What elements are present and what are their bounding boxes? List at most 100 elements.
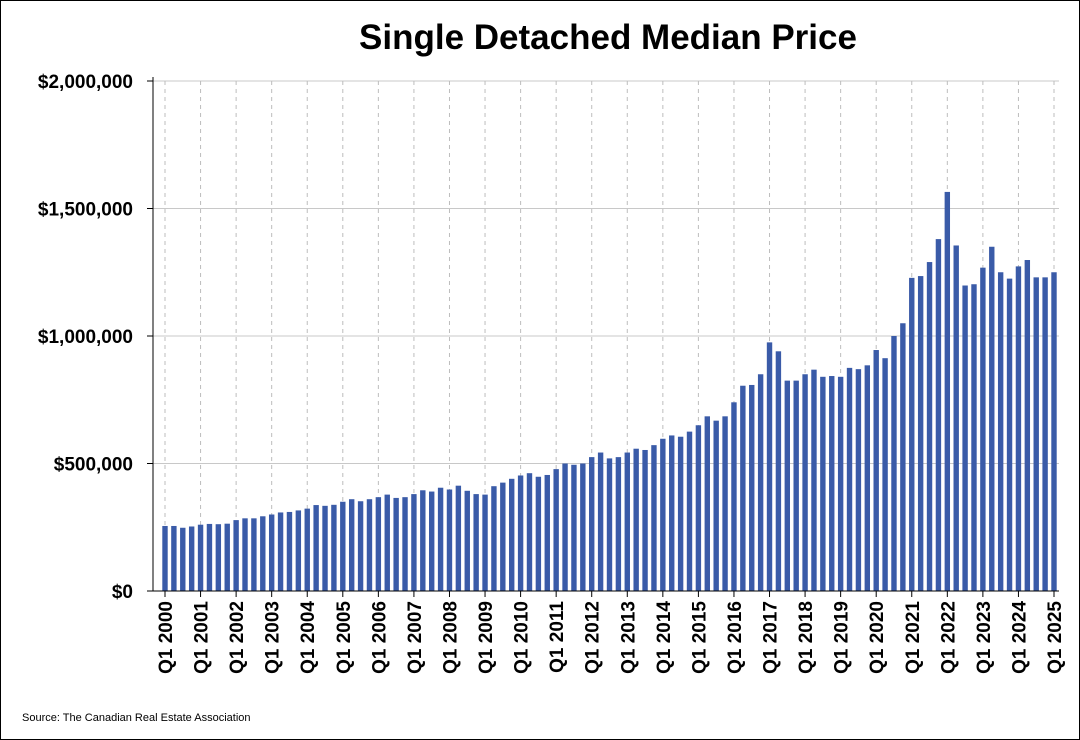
bar <box>171 525 177 591</box>
y-tick-labels: $0 $500,000 $1,000,000 $1,500,000 $2,000,000 <box>38 72 133 603</box>
x-tick-label: Q1 2013 <box>618 601 639 674</box>
bar <box>473 494 479 591</box>
bar <box>206 523 213 591</box>
bar <box>295 510 302 591</box>
bar <box>260 516 266 591</box>
bar <box>1006 278 1013 591</box>
bar <box>873 350 879 591</box>
bar <box>304 508 310 591</box>
bar <box>882 358 888 591</box>
bar <box>544 474 550 591</box>
bar <box>224 523 230 591</box>
x-tick-labels: Q1 2000 Q1 2001 Q1 2002 Q1 2003 Q1 2004 Q1 20… <box>156 601 1066 674</box>
bar <box>322 505 328 591</box>
bar <box>749 384 755 591</box>
bar <box>597 452 604 591</box>
chart-title: Single Detached Median Price <box>359 18 857 57</box>
bar <box>722 416 728 591</box>
bar <box>909 277 915 591</box>
bar <box>1051 272 1057 591</box>
bar <box>615 457 622 591</box>
bar <box>677 436 684 591</box>
bar <box>660 438 666 591</box>
x-tick-label: Q1 2003 <box>263 601 284 674</box>
bar <box>980 267 986 591</box>
bar <box>793 380 799 591</box>
bar <box>731 402 737 591</box>
bar <box>935 239 942 591</box>
source-note: Source: The Canadian Real Estate Associa… <box>22 712 251 724</box>
x-tick-label: Q1 2020 <box>867 601 888 674</box>
bar <box>491 486 497 591</box>
bar <box>402 497 408 591</box>
x-tick-label: Q1 2011 <box>547 601 568 673</box>
bar <box>482 494 488 591</box>
bar <box>188 526 195 591</box>
bar <box>900 323 906 591</box>
bar <box>500 482 506 591</box>
bar <box>180 527 186 591</box>
y-tick-label: $500,000 <box>54 455 133 476</box>
bar <box>695 425 702 591</box>
x-tick-label: Q1 2008 <box>440 601 461 674</box>
bar <box>313 505 319 591</box>
bar <box>571 464 577 591</box>
x-tick-label: Q1 2001 <box>192 601 213 674</box>
bar <box>268 514 275 591</box>
bar <box>242 518 248 591</box>
bar <box>348 499 355 591</box>
bar <box>642 449 648 591</box>
bar <box>891 336 897 591</box>
bar <box>784 380 790 591</box>
bar <box>802 374 808 591</box>
bar <box>686 431 693 591</box>
bar <box>251 518 257 591</box>
bar <box>286 511 293 591</box>
bar <box>375 497 382 591</box>
x-tick-label: Q1 2016 <box>725 601 746 674</box>
x-tick-label: Q1 2009 <box>476 601 497 674</box>
axis-layer <box>147 77 1059 597</box>
x-tick-label: Q1 2014 <box>654 601 675 674</box>
bar <box>580 463 586 591</box>
bar <box>384 494 390 591</box>
bar <box>1024 260 1031 591</box>
y-tick-label: $1,000,000 <box>38 327 133 348</box>
bar <box>944 191 951 592</box>
bar <box>606 458 613 591</box>
bar <box>340 501 346 591</box>
bar <box>437 487 444 591</box>
y-tick-label: $0 <box>112 582 133 603</box>
bar <box>215 524 222 591</box>
bar <box>233 520 239 591</box>
bar <box>989 246 995 591</box>
bar <box>855 369 862 591</box>
x-tick-label: Q1 2019 <box>832 601 853 674</box>
bar <box>864 365 871 591</box>
bar <box>553 469 559 591</box>
y-tick-label: $2,000,000 <box>38 72 133 93</box>
bar <box>997 272 1004 591</box>
bar <box>704 416 710 591</box>
bar <box>526 473 533 591</box>
bar <box>162 525 168 591</box>
x-tick-label: Q1 2025 <box>1045 601 1066 674</box>
x-tick-label: Q1 2010 <box>512 601 533 674</box>
bar <box>775 351 782 591</box>
bar <box>357 501 364 591</box>
bar <box>420 490 426 591</box>
x-tick-label: Q1 2022 <box>938 601 959 674</box>
x-tick-label: Q1 2006 <box>369 601 390 674</box>
bar <box>1015 266 1022 591</box>
bar <box>917 276 924 591</box>
bar <box>535 476 542 591</box>
bar <box>393 497 399 591</box>
bar <box>837 376 844 591</box>
bar <box>846 367 853 591</box>
x-tick-label: Q1 2024 <box>1009 601 1030 674</box>
bar <box>277 512 284 591</box>
bar <box>429 491 435 591</box>
x-tick-label: Q1 2021 <box>903 601 924 674</box>
